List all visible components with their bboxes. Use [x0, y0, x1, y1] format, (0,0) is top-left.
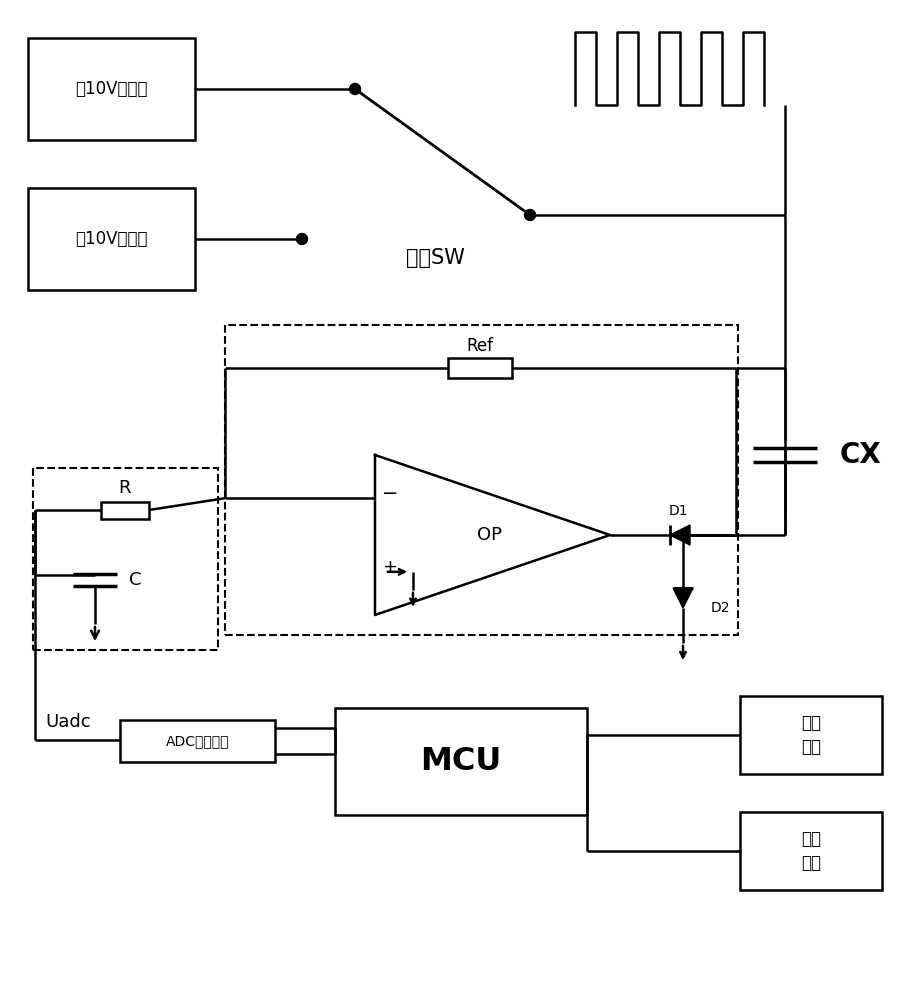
Bar — [101, 502, 149, 518]
Polygon shape — [670, 525, 690, 545]
Text: Ref: Ref — [466, 337, 494, 355]
Text: D2: D2 — [711, 601, 730, 615]
Text: 贏10V恒压源: 贏10V恒压源 — [75, 230, 147, 248]
Polygon shape — [673, 588, 693, 608]
Text: 欵10V恒压源: 欵10V恒压源 — [75, 80, 147, 98]
Text: C: C — [129, 571, 141, 589]
Bar — [448, 358, 512, 378]
Text: +: + — [383, 558, 398, 576]
Bar — [335, 708, 587, 815]
Bar — [33, 468, 218, 650]
Text: 通信
模块: 通信 模块 — [801, 830, 821, 872]
Text: D1: D1 — [668, 504, 688, 518]
Text: R: R — [119, 479, 131, 497]
Bar — [28, 38, 195, 140]
Circle shape — [297, 233, 308, 244]
Text: CX: CX — [840, 441, 882, 469]
Bar — [740, 696, 882, 774]
Text: −: − — [382, 484, 398, 503]
Bar — [225, 325, 738, 635]
Bar — [120, 720, 275, 762]
Circle shape — [525, 210, 536, 221]
Text: Uadc: Uadc — [45, 713, 91, 731]
Text: 开关SW: 开关SW — [406, 248, 464, 268]
Bar — [740, 812, 882, 890]
Text: MCU: MCU — [420, 746, 502, 777]
Bar — [28, 188, 195, 290]
Text: ADC采集模块: ADC采集模块 — [166, 734, 229, 748]
Text: OP: OP — [477, 526, 503, 544]
Text: 显示
模块: 显示 模块 — [801, 714, 821, 756]
Circle shape — [350, 84, 361, 95]
